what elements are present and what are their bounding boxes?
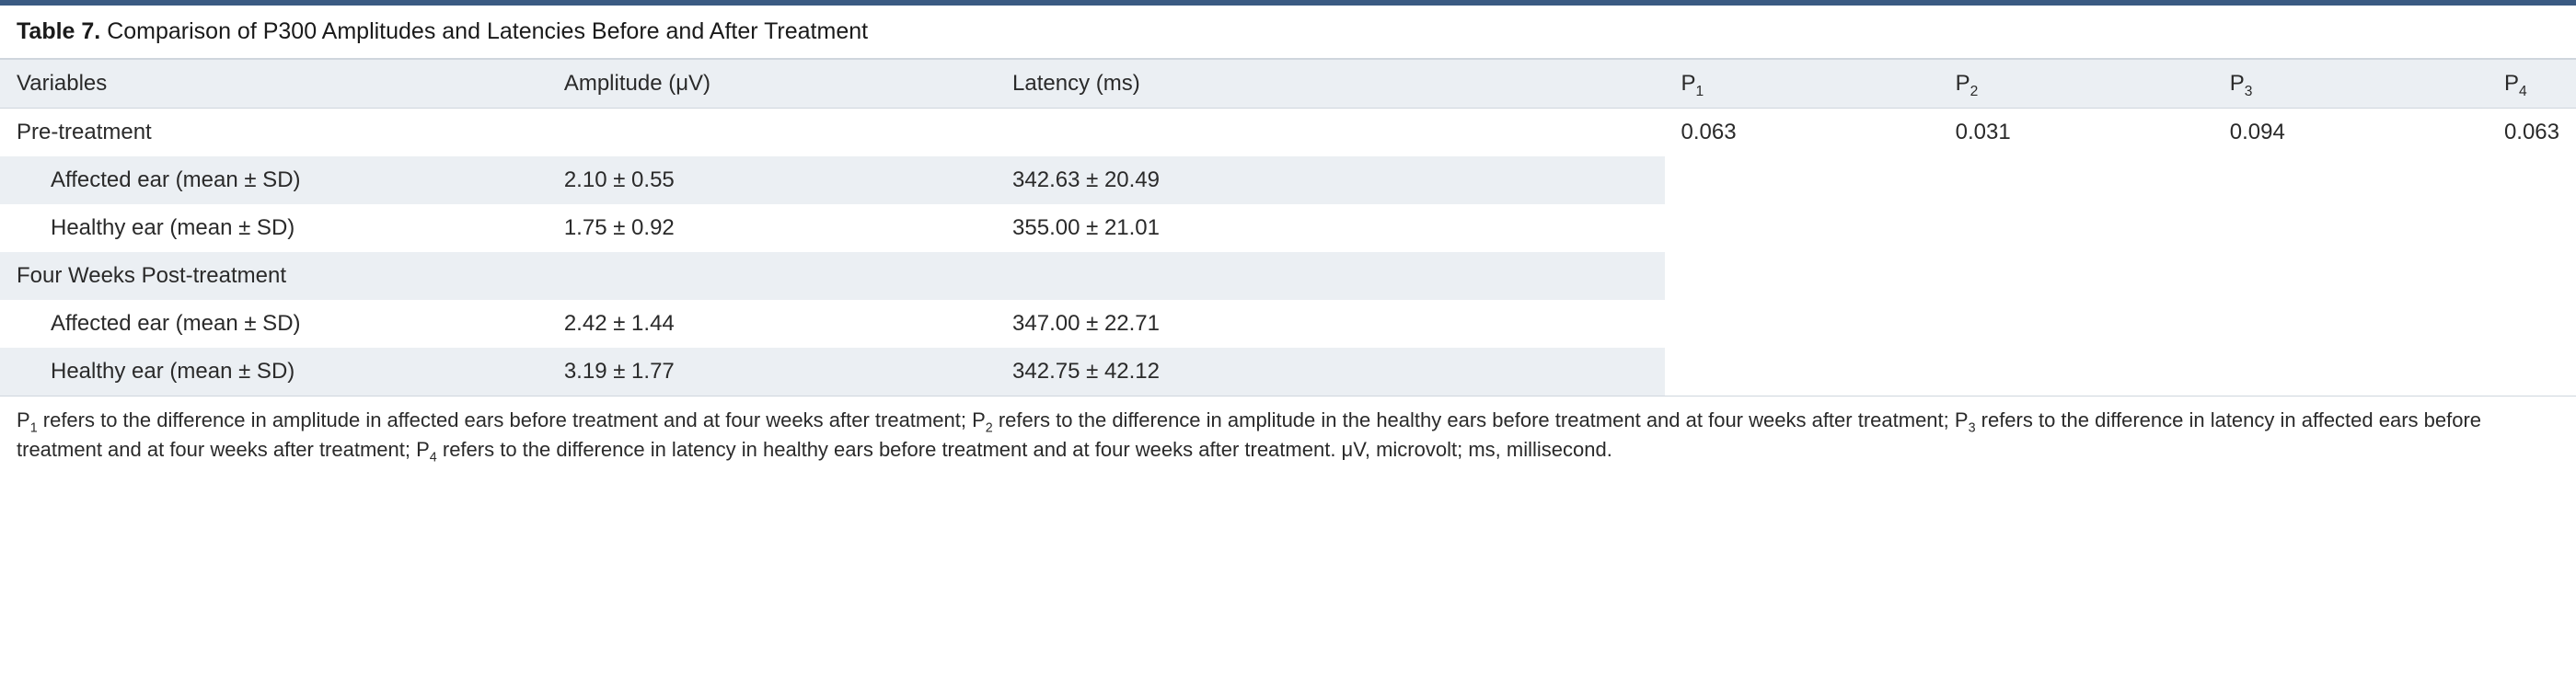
cell-post-aff-lat: 347.00 ± 22.71 <box>996 300 1664 348</box>
cell-pre-heal-label: Healthy ear (mean ± SD) <box>0 204 548 252</box>
col-amplitude: Amplitude (μV) <box>548 60 996 109</box>
cell-post-heal-amp: 3.19 ± 1.77 <box>548 348 996 396</box>
table-container: Table 7. Comparison of P300 Amplitudes a… <box>0 0 2576 479</box>
p2-sub: 2 <box>1970 84 1979 99</box>
p3-sub: 3 <box>2245 84 2253 99</box>
table-footnote: P1 refers to the difference in amplitude… <box>0 396 2576 479</box>
cell-p3: 0.094 <box>2213 109 2488 396</box>
col-p1: P1 <box>1665 60 1939 109</box>
fn-p3-sub: 3 <box>1969 420 1976 435</box>
cell-post-aff-label: Affected ear (mean ± SD) <box>0 300 548 348</box>
fn-p2-letter: P <box>972 408 986 431</box>
col-p2: P2 <box>1939 60 2213 109</box>
p2-letter: P <box>1956 71 1970 96</box>
cell-post-label: Four Weeks Post-treatment <box>0 252 548 300</box>
caption-title: Comparison of P300 Amplitudes and Latenc… <box>100 18 868 44</box>
cell-post-heal-label: Healthy ear (mean ± SD) <box>0 348 548 396</box>
cell-post-heal-lat: 342.75 ± 42.12 <box>996 348 1664 396</box>
cell-p2: 0.031 <box>1939 109 2213 396</box>
cell-pre-heal-amp: 1.75 ± 0.92 <box>548 204 996 252</box>
header-row: Variables Amplitude (μV) Latency (ms) P1… <box>0 60 2576 109</box>
data-table: Variables Amplitude (μV) Latency (ms) P1… <box>0 59 2576 396</box>
fn-p4-text: refers to the difference in latency in h… <box>437 438 1612 461</box>
fn-p2-sub: 2 <box>986 420 993 435</box>
cell-empty <box>996 109 1664 157</box>
fn-p3-letter: P <box>1955 408 1969 431</box>
p4-sub: 4 <box>2519 84 2527 99</box>
cell-pre-aff-lat: 342.63 ± 20.49 <box>996 156 1664 204</box>
cell-pre-heal-lat: 355.00 ± 21.01 <box>996 204 1664 252</box>
cell-empty <box>996 252 1664 300</box>
cell-p4: 0.063 <box>2488 109 2576 396</box>
cell-pre-aff-label: Affected ear (mean ± SD) <box>0 156 548 204</box>
col-p4: P4 <box>2488 60 2576 109</box>
col-latency: Latency (ms) <box>996 60 1664 109</box>
caption-label: Table 7. <box>17 18 100 44</box>
fn-p1-letter: P <box>17 408 30 431</box>
table-caption: Table 7. Comparison of P300 Amplitudes a… <box>0 6 2576 59</box>
cell-empty <box>548 252 996 300</box>
fn-p2-text: refers to the difference in amplitude in… <box>993 408 1955 431</box>
col-variables: Variables <box>0 60 548 109</box>
cell-pre-aff-amp: 2.10 ± 0.55 <box>548 156 996 204</box>
cell-pre-label: Pre-treatment <box>0 109 548 157</box>
cell-empty <box>548 109 996 157</box>
col-p3: P3 <box>2213 60 2488 109</box>
p4-letter: P <box>2504 71 2519 96</box>
fn-p1-sub: 1 <box>30 420 38 435</box>
fn-p4-sub: 4 <box>430 450 437 465</box>
p1-sub: 1 <box>1696 84 1704 99</box>
p1-letter: P <box>1681 71 1696 96</box>
row-pre-treatment: Pre-treatment 0.063 0.031 0.094 0.063 <box>0 109 2576 157</box>
cell-p1: 0.063 <box>1665 109 1939 396</box>
fn-p4-letter: P <box>416 438 430 461</box>
fn-p1-text: refers to the difference in amplitude in… <box>38 408 972 431</box>
cell-post-aff-amp: 2.42 ± 1.44 <box>548 300 996 348</box>
p3-letter: P <box>2230 71 2245 96</box>
